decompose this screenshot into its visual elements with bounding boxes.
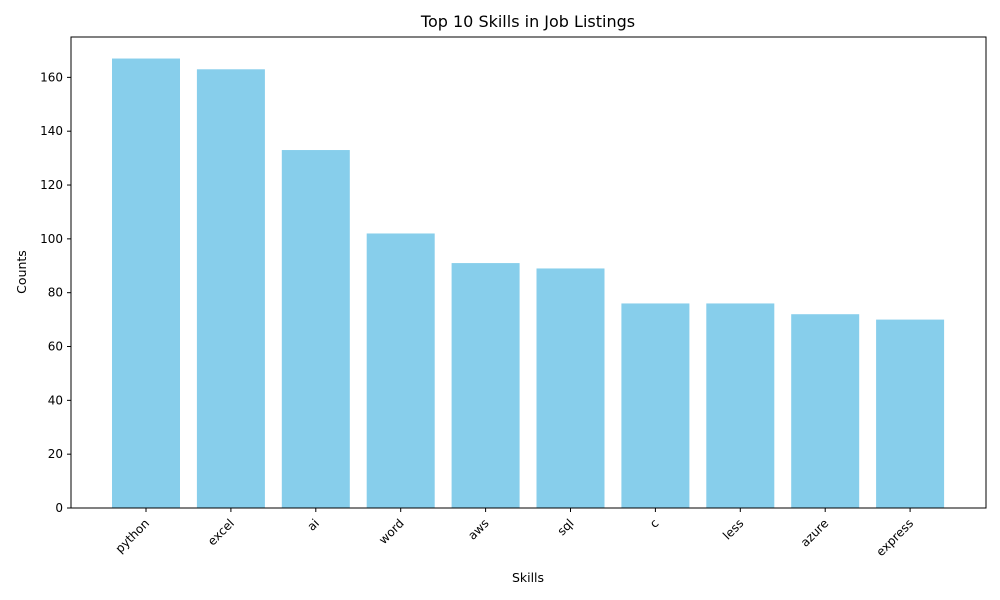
x-tick-label: azure [798, 516, 831, 549]
bar-python [112, 58, 180, 508]
bar-ai [281, 150, 350, 509]
x-tick-label: word [376, 516, 407, 547]
x-tick-label: excel [205, 516, 237, 548]
plot-frame [70, 36, 987, 509]
y-tick-label: 80 [48, 286, 63, 300]
bar-c [621, 303, 690, 508]
x-tick-label: python [113, 516, 153, 556]
y-tick-label: 20 [48, 447, 63, 461]
bar-less [706, 303, 775, 508]
x-tick-label: ai [304, 516, 321, 533]
x-tick-label: less [720, 516, 746, 542]
y-tick-label: 0 [55, 501, 63, 515]
chart-title: Top 10 Skills in Job Listings [420, 12, 635, 31]
bar-sql [536, 268, 605, 508]
x-tick-label: c [647, 516, 662, 531]
y-tick-label: 160 [40, 70, 63, 84]
x-tick-label: sql [555, 516, 577, 538]
bar-aws [451, 263, 520, 508]
y-tick-label: 140 [40, 124, 63, 138]
y-tick-label: 40 [48, 393, 63, 407]
y-tick-label: 100 [40, 232, 63, 246]
bars-group [112, 58, 945, 509]
x-tick-label: aws [465, 516, 491, 542]
y-tick-label: 60 [48, 340, 63, 354]
x-axis: python excel ai word aws sql c less azure express [113, 508, 916, 559]
x-tick-label: express [873, 516, 916, 559]
bar-excel [196, 69, 265, 508]
x-axis-label: Skills [512, 570, 544, 585]
y-axis-label: Counts [14, 250, 29, 294]
bar-express [876, 319, 945, 508]
y-tick-label: 120 [40, 178, 63, 192]
y-axis: 0 20 40 60 80 100 120 140 160 [40, 70, 71, 515]
bar-azure [791, 314, 860, 508]
bar-word [366, 233, 435, 508]
